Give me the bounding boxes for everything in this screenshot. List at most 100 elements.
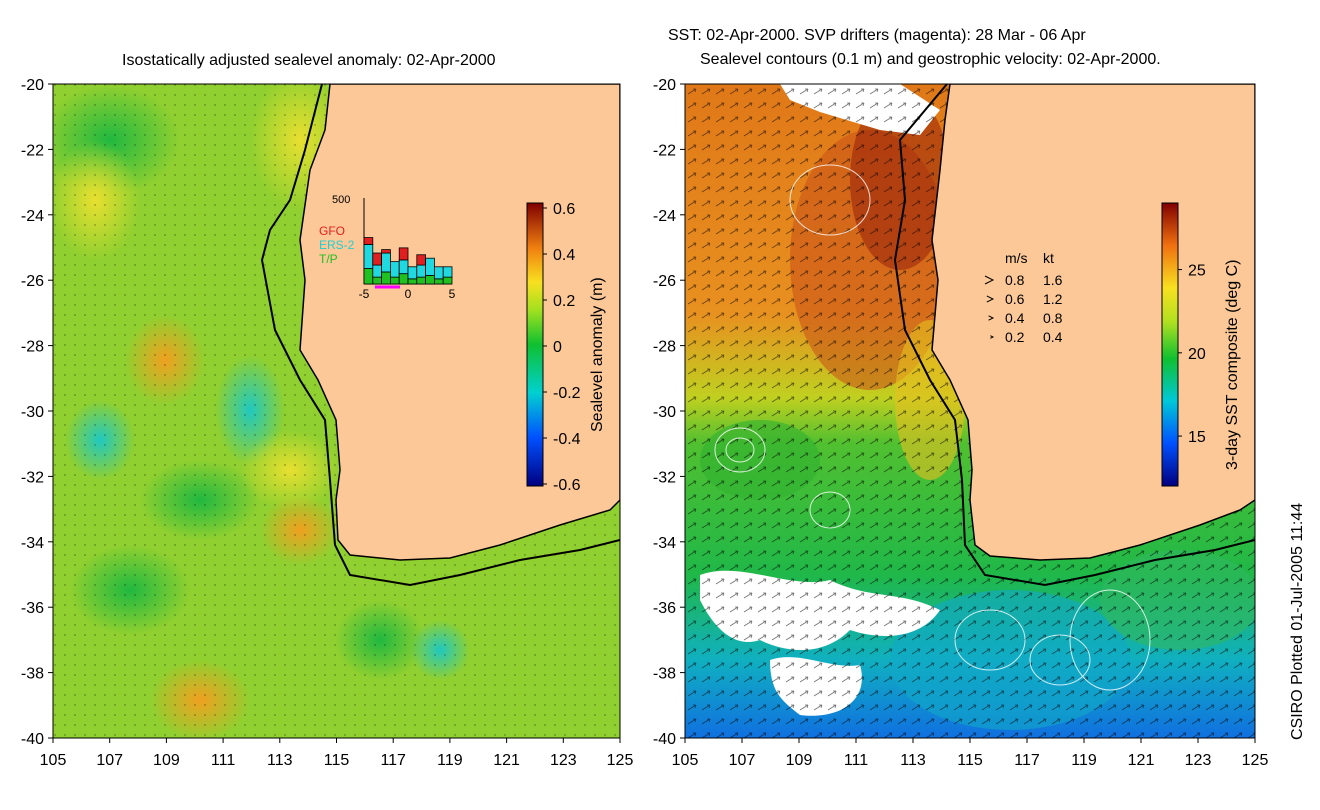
lon-tick-label: 125 bbox=[1242, 752, 1269, 769]
lat-tick-label: -22 bbox=[21, 142, 44, 159]
velocity-kt-value: 1.6 bbox=[1043, 272, 1063, 288]
inset-bar-ers bbox=[433, 266, 444, 280]
inset-bar-tp bbox=[398, 273, 409, 285]
velocity-kt-value: 0.4 bbox=[1043, 329, 1063, 345]
lon-tick-label: 115 bbox=[957, 752, 983, 769]
lon-tick-label: 121 bbox=[493, 752, 520, 769]
inset-bar-tp bbox=[381, 271, 391, 285]
inset-bar-tp bbox=[389, 276, 400, 285]
lon-tick-label: 111 bbox=[844, 752, 868, 769]
inset-x-ticks: -5 0 5 bbox=[359, 287, 456, 301]
velocity-ms-value: 0.8 bbox=[1005, 272, 1025, 288]
inset-bar-tp bbox=[363, 268, 374, 285]
right-lon-axis: 105 107 109 111 113 115 117 119 121 123 125 bbox=[672, 738, 1269, 769]
lat-tick-label: -38 bbox=[21, 666, 44, 683]
lat-tick-label: -36 bbox=[653, 600, 676, 617]
lon-tick-label: 119 bbox=[437, 752, 463, 769]
left-lat-axis: -20 -22 -24 -26 -28 -30 -32 -34 -36 -38 -40 bbox=[21, 77, 53, 748]
shelf-contour bbox=[893, 84, 1255, 587]
colorbar-tick-label: 0.2 bbox=[553, 293, 575, 310]
colorbar-tick-label: 0 bbox=[553, 339, 562, 356]
inset-bar-gfo bbox=[363, 237, 374, 245]
colorbar-tick-label: 20 bbox=[1188, 346, 1206, 363]
lon-tick-label: 113 bbox=[900, 752, 926, 769]
velocity-ms-value: 0.2 bbox=[1005, 329, 1025, 345]
right-panel-title-line1: SST: 02-Apr-2000. SVP drifters (magenta)… bbox=[668, 27, 1086, 44]
velocity-ms-value: 0.6 bbox=[1005, 291, 1025, 307]
lat-tick-label: -40 bbox=[21, 731, 44, 748]
sla-colorbar-ticks: 0.6 0.4 0.2 0 -0.2 -0.4 -0.6 bbox=[543, 201, 581, 494]
lon-tick-label: 105 bbox=[40, 752, 67, 769]
inset-bar-ers bbox=[407, 266, 418, 280]
inset-x-tick-label: -5 bbox=[359, 287, 370, 301]
inset-legend-entry: GFO bbox=[319, 224, 345, 238]
colorbar-tick-label: -0.4 bbox=[553, 431, 581, 448]
inset-bar-ers bbox=[389, 261, 400, 278]
lat-tick-label: -36 bbox=[21, 600, 44, 617]
sst-colorbar-ticks: 25 20 15 bbox=[1178, 263, 1206, 446]
inset-bar-ers bbox=[372, 264, 382, 278]
lat-tick-label: -34 bbox=[653, 535, 676, 552]
inset-bar-tp bbox=[407, 278, 418, 285]
lat-tick-label: -26 bbox=[21, 273, 44, 290]
velocity-kt-value: 0.8 bbox=[1043, 310, 1063, 326]
velocity-legend-rows: 0.8 1.6 0.6 1.2 0.4 0.8 0.2 0.4 bbox=[984, 272, 1063, 345]
lat-tick-label: -26 bbox=[653, 273, 676, 290]
lat-tick-label: -38 bbox=[653, 666, 676, 683]
inset-bar-gfo bbox=[372, 252, 382, 266]
inset-bar-ers bbox=[425, 257, 435, 276]
lon-tick-label: 123 bbox=[1185, 752, 1212, 769]
inset-ymax-label: 500 bbox=[332, 194, 350, 206]
velocity-scale-arrow-icon bbox=[986, 295, 995, 303]
velocity-scale-arrow-icon bbox=[990, 335, 995, 339]
colorbar-tick-label: 25 bbox=[1188, 263, 1206, 280]
shelf-contour bbox=[260, 84, 620, 587]
sla-colorbar-label: Sealevel anomaly (m) bbox=[589, 277, 606, 432]
inset-bar-tp bbox=[425, 274, 435, 285]
velocity-legend: m/s kt 0.8 1.6 0.6 1.2 0.4 0.8 0.2 0.4 bbox=[984, 250, 1063, 345]
lon-tick-label: 109 bbox=[786, 752, 813, 769]
right-panel-title-line2: Sealevel contours (0.1 m) and geostrophi… bbox=[700, 51, 1161, 68]
lon-tick-label: 123 bbox=[550, 752, 577, 769]
lon-tick-label: 115 bbox=[324, 752, 350, 769]
inset-bar-tp bbox=[433, 278, 444, 285]
inset-bar-tp bbox=[416, 276, 426, 285]
lat-tick-label: -22 bbox=[653, 142, 676, 159]
inset-bar-ers bbox=[442, 266, 453, 278]
colorbar-tick-label: 15 bbox=[1188, 429, 1206, 446]
lat-tick-label: -32 bbox=[21, 469, 44, 486]
lon-tick-label: 105 bbox=[672, 752, 699, 769]
inset-bar-tp bbox=[442, 276, 453, 285]
lon-tick-label: 117 bbox=[1014, 752, 1040, 769]
lon-tick-label: 119 bbox=[1071, 752, 1097, 769]
inset-bar-ers bbox=[416, 264, 426, 278]
australia-land bbox=[931, 84, 1255, 561]
colorbar-tick-label: 0.4 bbox=[553, 247, 575, 264]
colorbar-tick-label: 0.6 bbox=[553, 201, 575, 218]
lat-tick-label: -28 bbox=[653, 339, 676, 356]
velocity-scale-arrow-icon bbox=[988, 315, 995, 321]
inset-bars bbox=[363, 237, 453, 285]
lat-tick-label: -20 bbox=[21, 77, 44, 94]
sst-colorbar: 25 20 15 3-day SST composite (deg C) bbox=[1161, 202, 1241, 487]
inset-bar-gfo bbox=[416, 254, 426, 266]
inset-x-tick-label: 5 bbox=[449, 287, 456, 301]
sealevel-contours bbox=[714, 164, 1151, 691]
lat-tick-label: -30 bbox=[21, 404, 44, 421]
inset-bar-ers bbox=[398, 259, 409, 275]
inset-bar-ers bbox=[381, 252, 391, 273]
lon-tick-label: 111 bbox=[211, 752, 235, 769]
sla-colorbar: 0.6 0.4 0.2 0 -0.2 -0.4 -0.6 Sealevel anomaly … bbox=[526, 201, 606, 494]
velocity-legend-header-ms: m/s bbox=[1005, 250, 1028, 266]
sla-colorbar-ramp bbox=[526, 202, 544, 487]
sst-colorbar-label: 3-day SST composite (deg C) bbox=[1224, 260, 1241, 470]
left-panel-title: Isostatically adjusted sealevel anomaly:… bbox=[122, 52, 496, 69]
inset-bar-tp bbox=[372, 276, 382, 285]
lat-tick-label: -20 bbox=[653, 77, 676, 94]
inset-bar-ers bbox=[363, 244, 374, 269]
right-lat-axis: -20 -22 -24 -26 -28 -30 -32 -34 -36 -38 -40 bbox=[653, 77, 685, 748]
lat-tick-label: -32 bbox=[653, 469, 676, 486]
